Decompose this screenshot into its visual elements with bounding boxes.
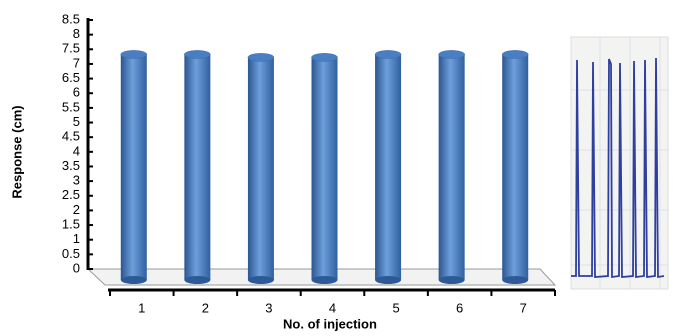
bar-base	[248, 276, 274, 284]
y-tick-label: 3	[73, 173, 80, 188]
y-tick-label: 0.5	[62, 246, 80, 261]
y-tick-label: 8	[73, 26, 80, 41]
bar-base	[121, 276, 147, 284]
y-tick-label: 8.5	[62, 11, 80, 26]
y-tick-label: 4.5	[62, 129, 80, 144]
y-tick-label: 2.5	[62, 187, 80, 202]
bar-top	[248, 53, 274, 61]
bar-top	[502, 50, 528, 58]
bar-base	[375, 276, 401, 284]
y-tick-label: 7	[73, 55, 80, 70]
bar	[502, 54, 528, 280]
bar-base	[184, 276, 210, 284]
bar	[375, 54, 401, 280]
bar	[184, 54, 210, 280]
bar-top	[121, 50, 147, 58]
x-tick-label: 1	[138, 300, 145, 315]
bar-base	[312, 276, 338, 284]
x-tick-label: 6	[456, 300, 463, 315]
y-tick-label: 1	[73, 231, 80, 246]
y-tick-label: 4	[73, 143, 80, 158]
y-tick-label: 7.5	[62, 41, 80, 56]
bar-base	[502, 276, 528, 284]
x-tick-label: 3	[265, 300, 272, 315]
bar-top	[375, 50, 401, 58]
y-tick-label: 5.5	[62, 99, 80, 114]
x-tick-label: 2	[202, 300, 209, 315]
page: {"chart_data": {"type": "bar", "x_label"…	[0, 0, 673, 336]
bar-top	[184, 50, 210, 58]
bar-base	[439, 276, 465, 284]
x-tick-label: 7	[520, 300, 527, 315]
bar	[248, 57, 274, 280]
y-tick-label: 5	[73, 114, 80, 129]
bar	[121, 54, 147, 280]
bar-top	[439, 50, 465, 58]
y-tick-label: 2	[73, 202, 80, 217]
bar	[312, 57, 338, 280]
y-tick-label: 1.5	[62, 216, 80, 231]
bar	[439, 54, 465, 280]
y-tick-label: 6	[73, 85, 80, 100]
x-axis-title: No. of injection	[283, 316, 377, 331]
y-tick-label: 6.5	[62, 70, 80, 85]
x-tick-label: 4	[329, 300, 336, 315]
chart: Response (cm) No. of injection 00.511.52…	[0, 0, 673, 336]
y-tick-label: 0	[73, 260, 80, 275]
x-tick-label: 5	[392, 300, 399, 315]
y-tick-label: 3.5	[62, 158, 80, 173]
bar-top	[312, 53, 338, 61]
y-axis-title: Response (cm)	[9, 105, 24, 198]
recorder-trace-photo	[571, 37, 668, 289]
